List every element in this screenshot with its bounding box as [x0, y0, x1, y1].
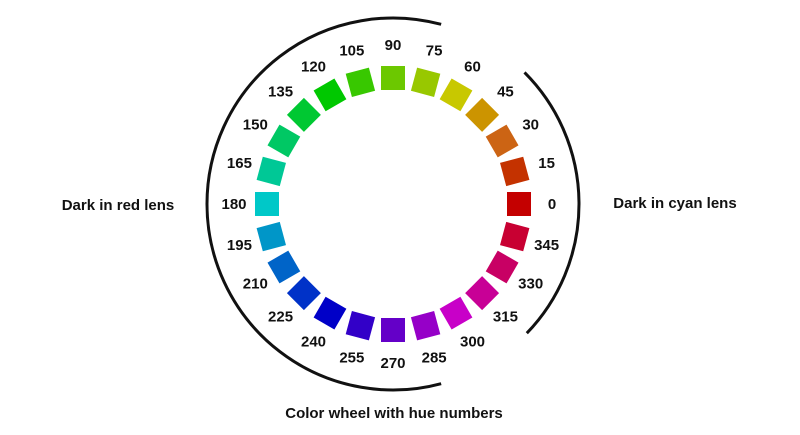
hue-swatch-285: [410, 311, 441, 341]
left-bracket-arc: [205, 16, 442, 392]
hue-swatch-135: [286, 97, 321, 132]
right-side-label: Dark in cyan lens: [613, 195, 736, 212]
hue-label-30: 30: [522, 117, 539, 134]
hue-swatch-150: [267, 124, 301, 158]
hue-swatch-120: [313, 78, 347, 112]
hue-swatch-270: [381, 318, 405, 342]
diagram-caption: Color wheel with hue numbers: [285, 405, 503, 422]
hue-label-90: 90: [385, 37, 402, 54]
hue-label-315: 315: [493, 308, 518, 325]
hue-label-210: 210: [243, 276, 268, 293]
hue-swatch-255: [345, 311, 376, 341]
hue-label-225: 225: [268, 308, 293, 325]
right-bracket-arc: [523, 71, 581, 335]
hue-label-75: 75: [426, 42, 443, 59]
hue-label-45: 45: [497, 84, 514, 101]
hue-label-120: 120: [301, 58, 326, 75]
hue-label-180: 180: [221, 196, 246, 213]
hue-swatch-345: [500, 221, 530, 252]
hue-swatch-60: [439, 78, 473, 112]
hue-label-195: 195: [227, 237, 252, 254]
left-side-label: Dark in red lens: [62, 197, 175, 214]
hue-label-135: 135: [268, 84, 293, 101]
hue-label-105: 105: [339, 42, 364, 59]
hue-label-150: 150: [243, 117, 268, 134]
hue-swatch-315: [465, 276, 500, 311]
hue-swatch-180: [255, 192, 279, 216]
hue-label-285: 285: [422, 350, 447, 367]
hue-swatch-45: [465, 97, 500, 132]
hue-swatch-240: [313, 296, 347, 330]
hue-swatch-15: [500, 156, 530, 187]
hue-swatch-210: [267, 250, 301, 284]
hue-label-165: 165: [227, 155, 252, 172]
hue-label-345: 345: [534, 237, 559, 254]
hue-swatch-105: [345, 67, 376, 97]
hue-swatch-90: [381, 66, 405, 90]
hue-label-240: 240: [301, 334, 326, 351]
hue-label-255: 255: [339, 350, 364, 367]
hue-swatch-30: [485, 124, 519, 158]
hue-label-0: 0: [548, 196, 556, 213]
hue-swatch-225: [286, 276, 321, 311]
hue-label-330: 330: [518, 276, 543, 293]
hue-swatch-195: [256, 221, 286, 252]
hue-label-300: 300: [460, 334, 485, 351]
hue-swatch-75: [410, 67, 441, 97]
hue-swatch-300: [439, 296, 473, 330]
hue-swatch-330: [485, 250, 519, 284]
hue-swatch-165: [256, 156, 286, 187]
hue-label-60: 60: [464, 58, 481, 75]
hue-swatch-0: [507, 192, 531, 216]
hue-swatch-ring: [255, 66, 531, 342]
hue-label-270: 270: [380, 355, 405, 372]
hue-label-15: 15: [538, 155, 555, 172]
